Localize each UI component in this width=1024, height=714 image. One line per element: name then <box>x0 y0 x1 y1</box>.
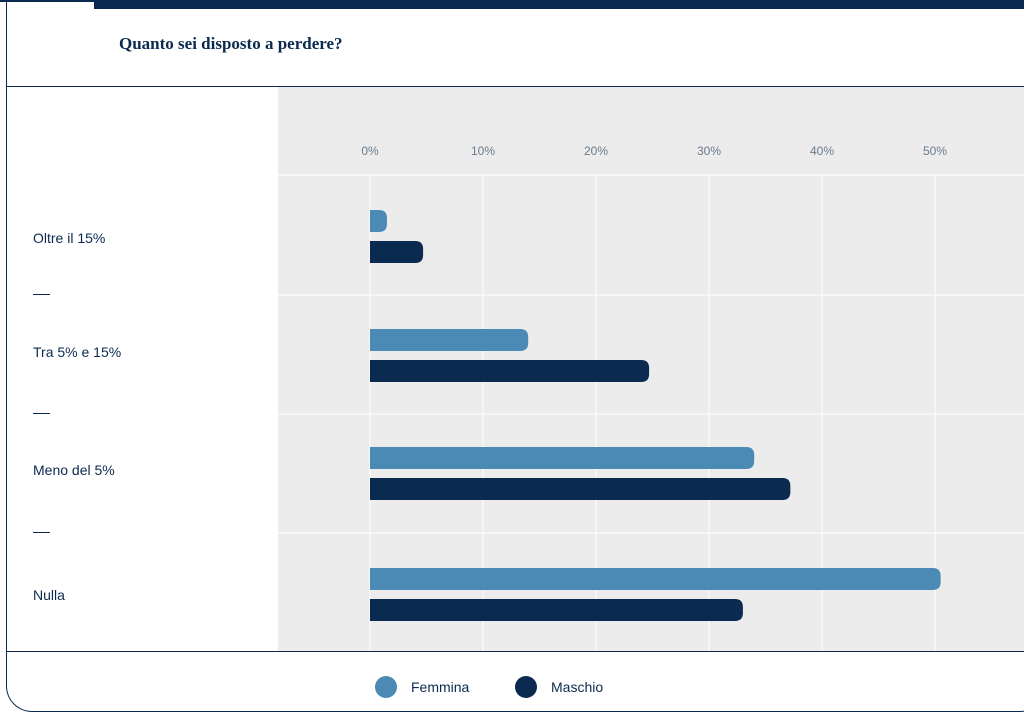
legend-item-femmina[interactable]: Femmina <box>375 676 469 698</box>
x-tick-label: 10% <box>471 144 495 158</box>
footer-divider <box>6 651 1024 652</box>
bar-maschio[interactable] <box>370 360 649 382</box>
legend-label-femmina: Femmina <box>411 679 469 695</box>
bar-femmina[interactable] <box>370 447 754 469</box>
legend-swatch-femmina <box>375 676 397 698</box>
bar-maschio[interactable] <box>370 599 743 621</box>
legend: Femmina Maschio <box>0 676 1024 700</box>
x-tick-label: 30% <box>697 144 721 158</box>
bar-femmina[interactable] <box>370 210 387 232</box>
bar-maschio[interactable] <box>370 478 790 500</box>
legend-item-maschio[interactable]: Maschio <box>515 676 603 698</box>
x-tick-label: 40% <box>810 144 834 158</box>
x-tick-label: 50% <box>923 144 947 158</box>
x-tick-label: 0% <box>361 144 379 158</box>
bar-maschio[interactable] <box>370 241 423 263</box>
legend-swatch-maschio <box>515 676 537 698</box>
x-tick-label: 20% <box>584 144 608 158</box>
legend-label-maschio: Maschio <box>551 679 603 695</box>
bar-femmina[interactable] <box>370 568 941 590</box>
bar-femmina[interactable] <box>370 329 528 351</box>
